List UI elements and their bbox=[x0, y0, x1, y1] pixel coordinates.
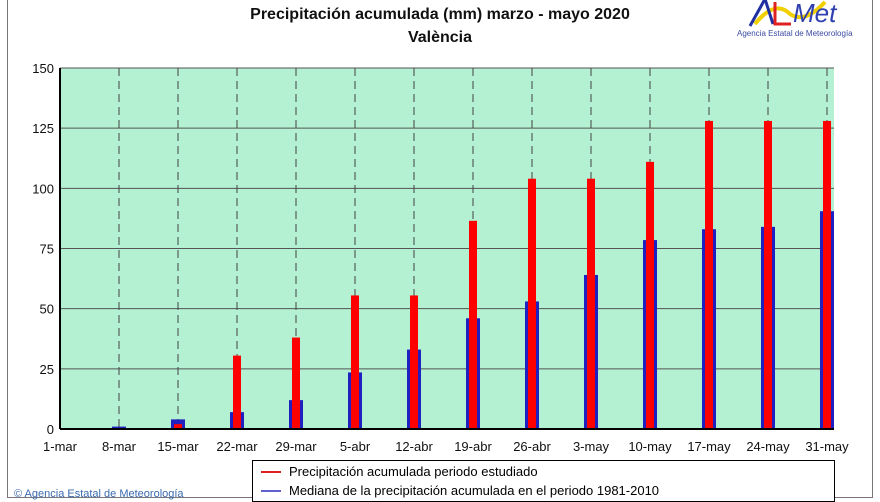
x-tick-label: 22-mar bbox=[216, 439, 258, 454]
bar-observed-inner bbox=[351, 374, 359, 429]
x-tick-label: 24-may bbox=[746, 439, 790, 454]
bar-observed-inner bbox=[469, 320, 477, 429]
x-tick-label: 1-mar bbox=[43, 439, 78, 454]
x-tick-label: 10-may bbox=[628, 439, 672, 454]
bar-observed-inner bbox=[233, 414, 241, 429]
x-tick-label: 17-may bbox=[687, 439, 731, 454]
bar-median bbox=[171, 419, 185, 429]
x-tick-label: 19-abr bbox=[454, 439, 492, 454]
legend-swatch-blue bbox=[261, 489, 281, 492]
x-tick-label: 12-abr bbox=[395, 439, 433, 454]
bar-observed-inner bbox=[292, 402, 300, 429]
logo-subtitle: Agencia Estatal de Meteorología bbox=[737, 29, 853, 38]
x-tick-label: 29-mar bbox=[275, 439, 317, 454]
y-tick-label: 75 bbox=[40, 242, 54, 257]
legend-label: Mediana de la precipitación acumulada en… bbox=[289, 483, 660, 498]
bar-observed-inner bbox=[764, 228, 772, 429]
y-tick-label: 50 bbox=[40, 302, 54, 317]
legend-item-observed: Precipitación acumulada periodo estudiad… bbox=[261, 464, 538, 479]
legend: Precipitación acumulada periodo estudiad… bbox=[252, 460, 835, 502]
chart-svg: 0 25 50 75 100 125 150 1-mar 8-mar 15-mar 22-mar 29… bbox=[32, 61, 849, 454]
chart-title: Precipitación acumulada (mm) marzo - may… bbox=[250, 6, 630, 23]
aemet-logo: Met bbox=[748, 0, 838, 28]
x-tick-label: 26-abr bbox=[513, 439, 551, 454]
y-tick-label: 150 bbox=[32, 61, 54, 76]
svg-text:Met: Met bbox=[793, 0, 838, 28]
y-tick-label: 0 bbox=[47, 422, 54, 437]
bar-observed-inner bbox=[174, 426, 182, 429]
bar-observed-inner bbox=[823, 213, 831, 429]
legend-label: Precipitación acumulada periodo estudiad… bbox=[289, 464, 538, 479]
y-tick-label: 100 bbox=[32, 181, 54, 196]
bar-observed-inner bbox=[410, 351, 418, 429]
bar-median bbox=[112, 426, 126, 429]
x-tick-label: 5-abr bbox=[340, 439, 371, 454]
x-tick-label: 15-mar bbox=[157, 439, 199, 454]
chart-subtitle: València bbox=[407, 29, 473, 46]
bar-observed-inner bbox=[587, 276, 595, 429]
x-tick-label: 3-may bbox=[573, 439, 610, 454]
bar-observed-inner bbox=[705, 231, 713, 429]
bar-observed bbox=[233, 355, 241, 429]
bar-observed bbox=[351, 295, 359, 429]
bar-observed bbox=[292, 337, 300, 429]
credit-text: © Agencia Estatal de Meteorología bbox=[14, 488, 184, 500]
y-tick-label: 25 bbox=[40, 362, 54, 377]
legend-item-median: Mediana de la precipitación acumulada en… bbox=[261, 483, 659, 498]
bar-observed-inner bbox=[646, 242, 654, 429]
x-tick-label: 8-mar bbox=[102, 439, 137, 454]
y-tick-label: 125 bbox=[32, 121, 54, 136]
x-tick-label: 31-may bbox=[805, 439, 849, 454]
legend-swatch-red bbox=[261, 470, 281, 473]
bar-observed-inner bbox=[528, 303, 536, 429]
